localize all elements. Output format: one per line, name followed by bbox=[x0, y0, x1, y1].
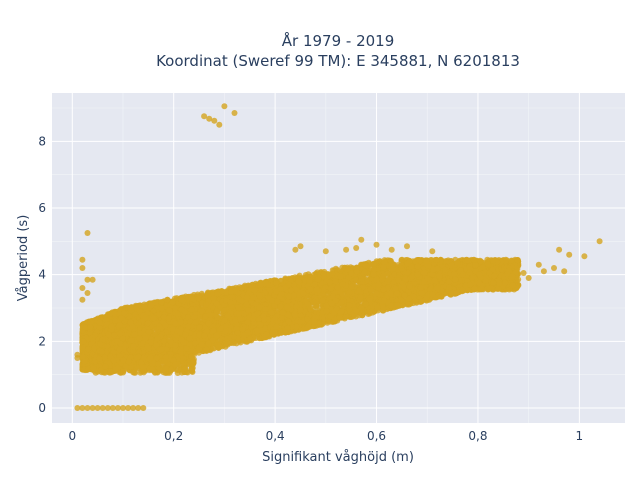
data-points bbox=[74, 103, 603, 411]
